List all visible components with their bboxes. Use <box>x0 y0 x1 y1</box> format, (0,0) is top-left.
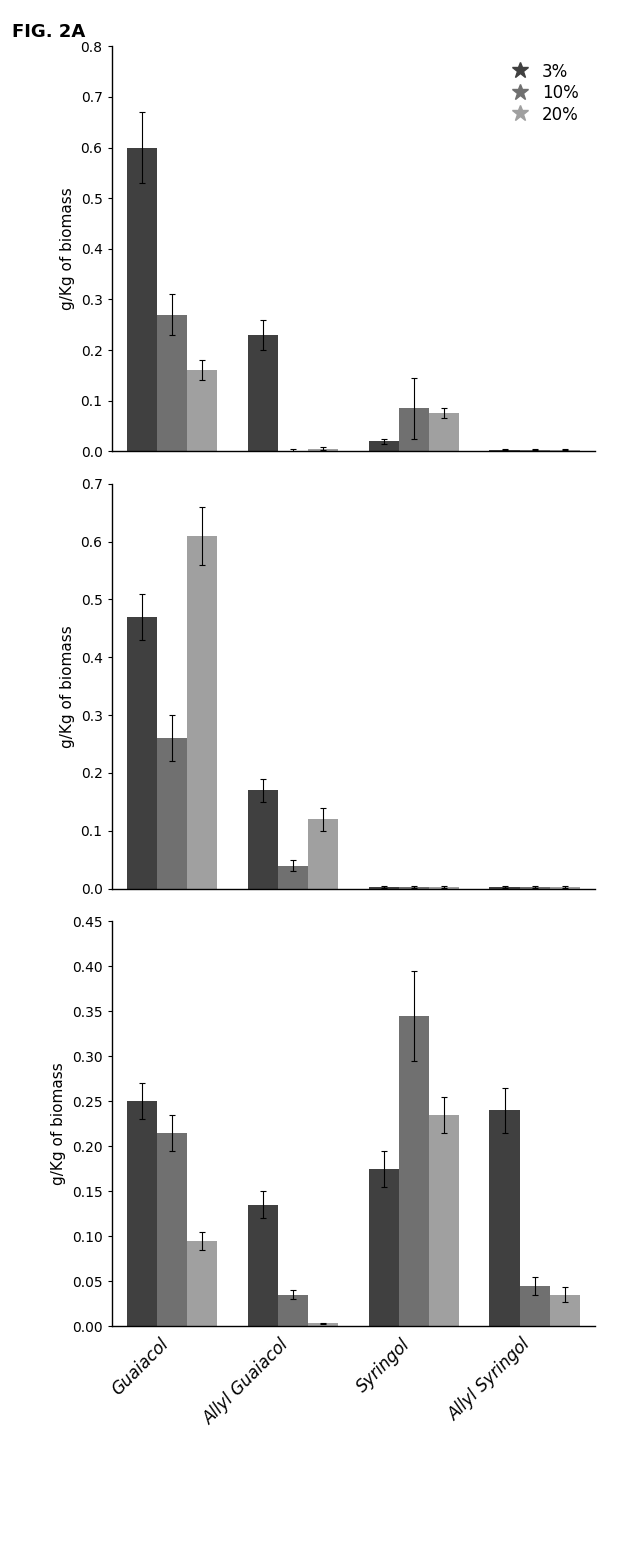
Bar <box>550 887 580 888</box>
Bar <box>247 791 278 888</box>
Bar <box>126 148 157 452</box>
Bar <box>368 887 399 888</box>
Bar <box>157 739 187 888</box>
Y-axis label: g/Kg of biomass: g/Kg of biomass <box>60 188 75 310</box>
Bar <box>247 1204 278 1326</box>
Bar <box>550 1295 580 1326</box>
Bar <box>368 1169 399 1326</box>
Y-axis label: g/Kg of biomass: g/Kg of biomass <box>51 1062 66 1184</box>
Legend: 3%, 10%, 20%: 3%, 10%, 20% <box>503 54 587 133</box>
Bar <box>157 315 187 452</box>
Bar <box>126 617 157 888</box>
Y-axis label: g/Kg of biomass: g/Kg of biomass <box>60 625 75 748</box>
Bar <box>157 1133 187 1326</box>
Bar <box>308 449 339 452</box>
Bar <box>399 887 429 888</box>
Bar <box>368 441 399 452</box>
Bar <box>278 865 308 888</box>
Bar <box>489 1110 520 1326</box>
Bar <box>429 413 459 452</box>
Bar <box>187 1241 218 1326</box>
Bar <box>489 887 520 888</box>
Bar <box>187 370 218 452</box>
Bar <box>247 335 278 452</box>
Bar <box>308 819 339 888</box>
Bar <box>520 1286 550 1326</box>
Bar <box>399 1016 429 1326</box>
Bar <box>399 409 429 452</box>
Bar <box>429 1115 459 1326</box>
Bar <box>126 1101 157 1326</box>
Text: FIG. 2A: FIG. 2A <box>12 23 86 42</box>
Bar <box>520 887 550 888</box>
Bar <box>308 1323 339 1326</box>
Bar <box>187 535 218 888</box>
Bar <box>429 887 459 888</box>
Bar <box>278 1295 308 1326</box>
